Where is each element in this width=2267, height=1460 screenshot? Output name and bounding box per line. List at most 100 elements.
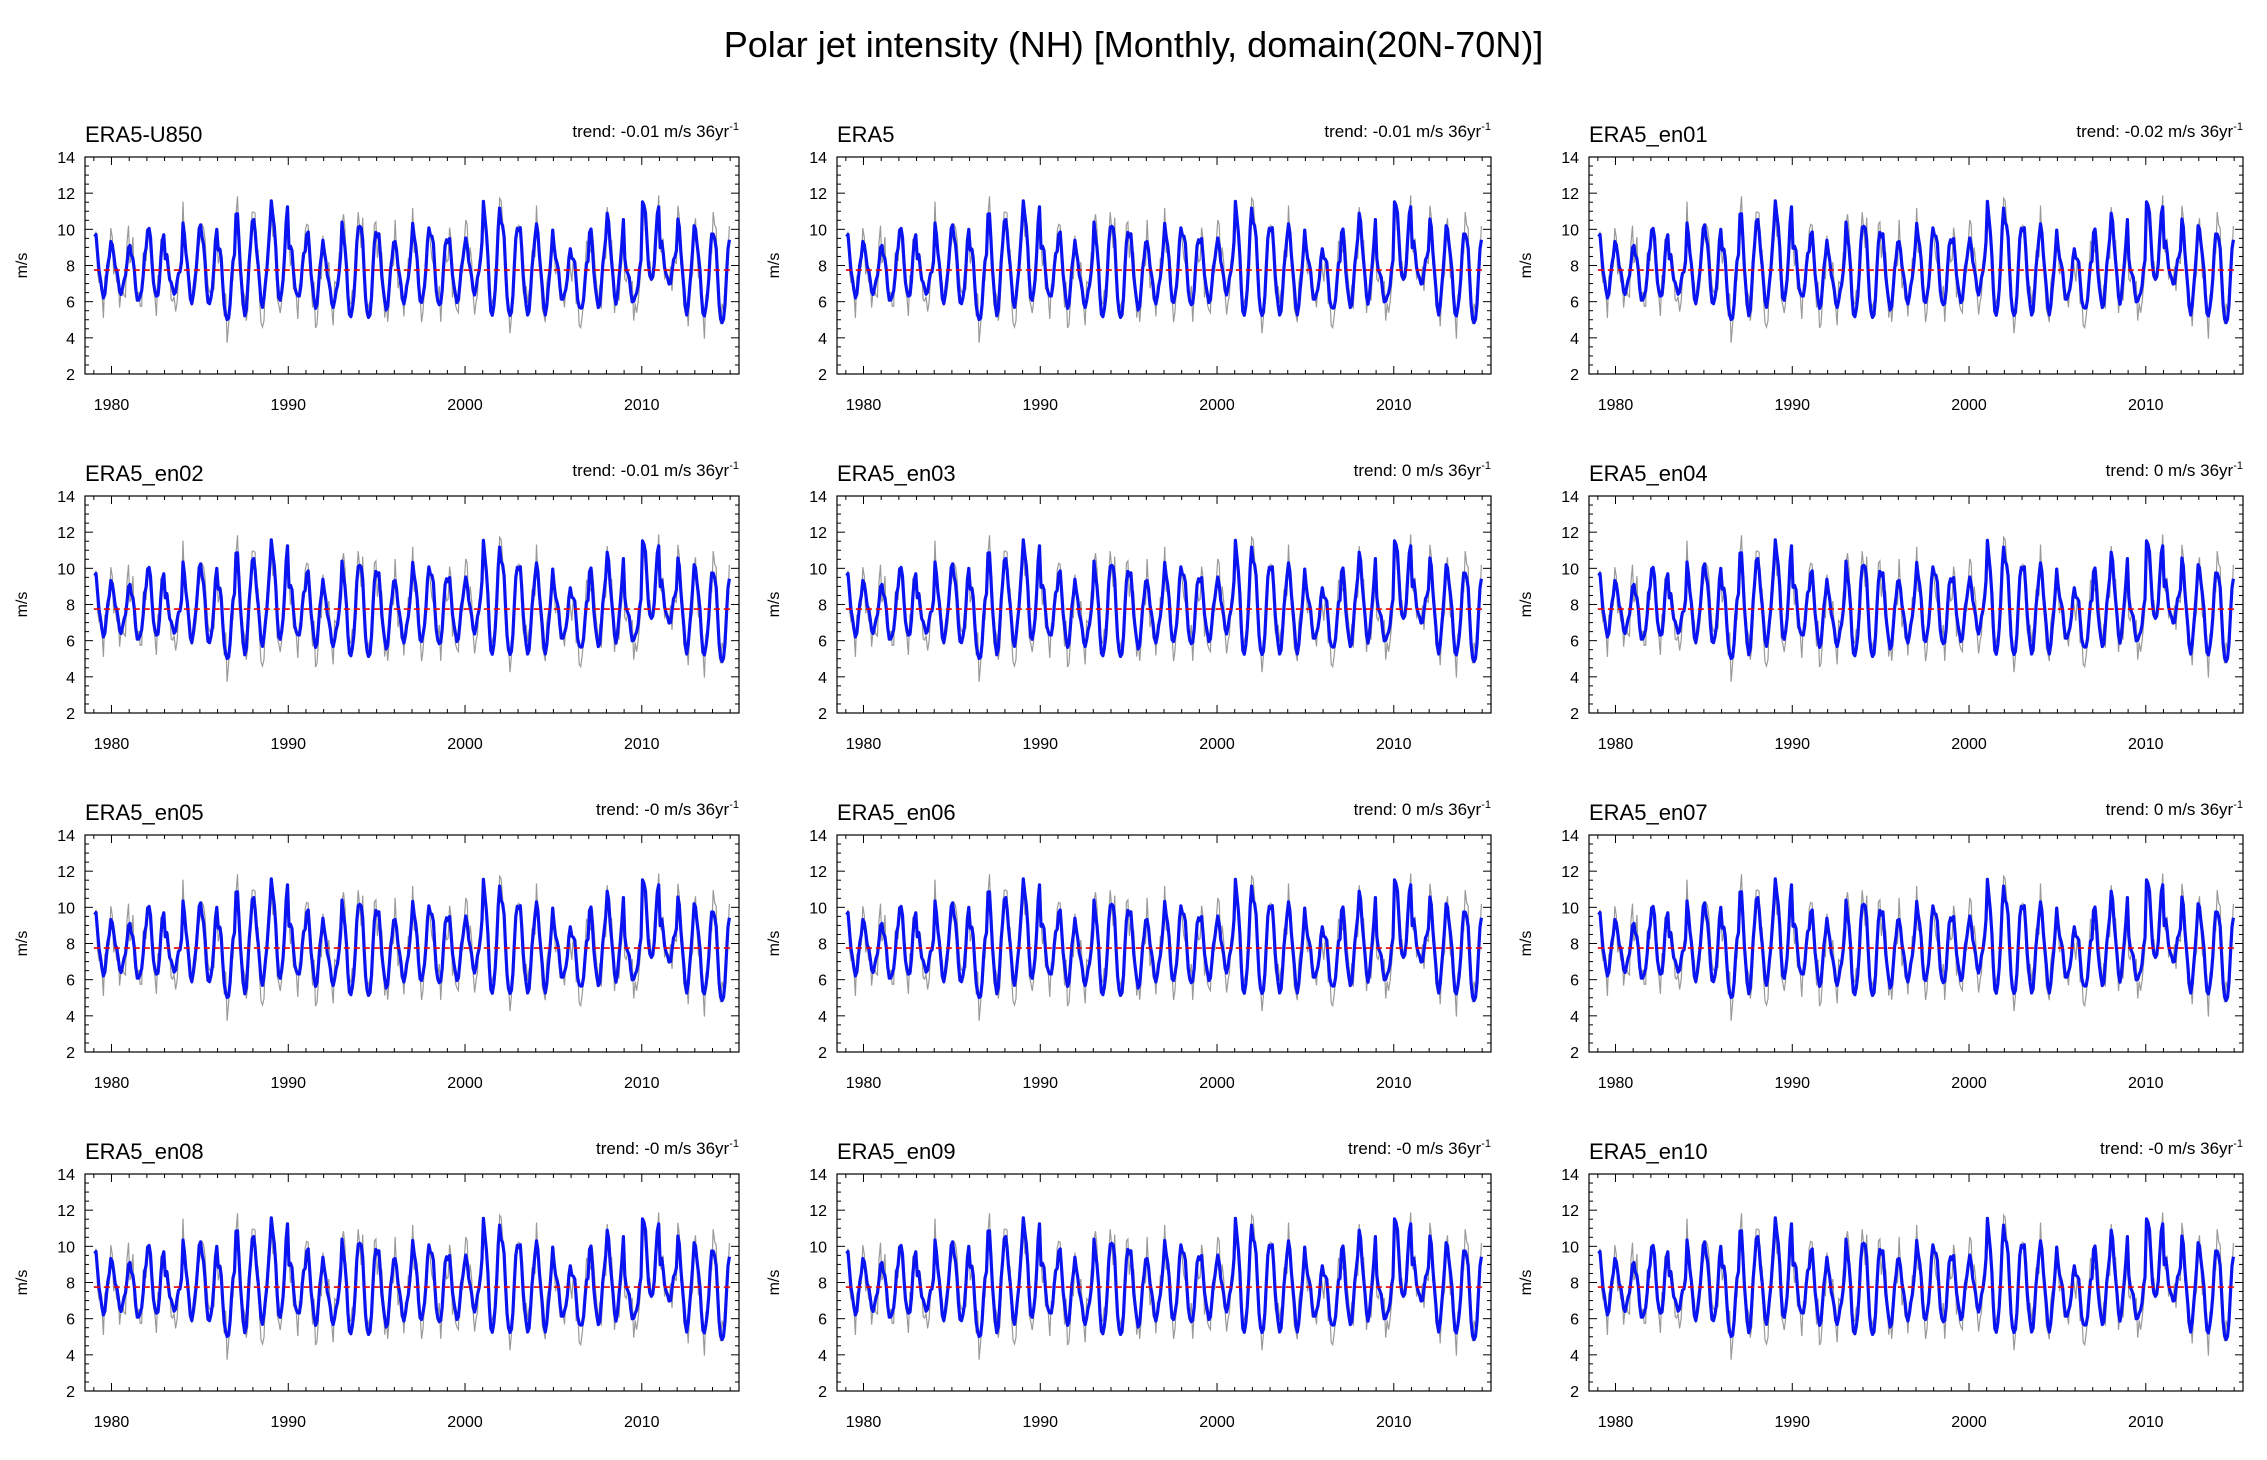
x-tick-label: 2000 <box>1951 1075 1987 1092</box>
trend-exponent: -1 <box>2233 460 2243 472</box>
y-tick-label: 4 <box>66 1009 75 1026</box>
figure-title: Polar jet intensity (NH) [Monthly, domai… <box>723 24 1544 65</box>
y-tick-label: 12 <box>809 864 827 881</box>
y-tick-label: 2 <box>1570 1045 1579 1062</box>
x-tick-label: 1990 <box>1022 397 1058 414</box>
panel-title: ERA5_en07 <box>1589 800 1708 825</box>
series-monthly <box>94 873 730 1021</box>
y-axis-label: m/s <box>766 931 783 957</box>
panel-era5-en05: ERA5_en05 trend: -0 m/s 36yr-1 m/s 2 4 6 8 10 12… <box>14 799 740 1092</box>
series-smoothed <box>93 1216 731 1342</box>
x-tick-label: 2010 <box>1376 1075 1412 1092</box>
trend-exponent: -1 <box>2233 1138 2243 1150</box>
y-tick-label: 6 <box>66 295 75 312</box>
y-tick-label: 8 <box>1570 259 1579 276</box>
y-tick-label: 12 <box>57 864 75 881</box>
x-tick-label: 2010 <box>2128 1075 2164 1092</box>
x-tick-label: 2000 <box>447 1075 483 1092</box>
plot-frame <box>836 495 1492 714</box>
y-tick-label: 2 <box>818 706 827 723</box>
y-tick-label: 2 <box>818 1384 827 1401</box>
series-smoothed <box>93 877 731 1003</box>
y-tick-label: 12 <box>1561 1203 1579 1220</box>
y-tick-label: 10 <box>57 561 75 578</box>
plot-frame <box>84 495 740 714</box>
x-tick-label: 1990 <box>1022 736 1058 753</box>
y-tick-label: 10 <box>809 222 827 239</box>
x-tick-label: 1990 <box>1022 1075 1058 1092</box>
panel-title: ERA5_en06 <box>837 800 956 825</box>
trend-exponent: -1 <box>729 799 739 811</box>
y-tick-label: 4 <box>66 1348 75 1365</box>
series-monthly <box>846 195 1482 343</box>
y-tick-label: 8 <box>66 1276 75 1293</box>
y-tick-label: 4 <box>66 670 75 687</box>
plot-frame <box>1588 1173 2244 1392</box>
trend-label: trend: -0 m/s 36yr-1 <box>1348 1138 1491 1158</box>
y-tick-label: 6 <box>66 973 75 990</box>
x-tick-label: 1980 <box>846 1075 882 1092</box>
panel-era5-en08: ERA5_en08 trend: -0 m/s 36yr-1 m/s 2 4 6 8 10 12… <box>14 1138 740 1431</box>
x-tick-label: 2000 <box>1951 736 1987 753</box>
trend-label: trend: -0 m/s 36yr-1 <box>596 799 739 819</box>
y-tick-label: 4 <box>818 1348 827 1365</box>
y-tick-label: 14 <box>1561 150 1579 167</box>
y-tick-label: 8 <box>1570 598 1579 615</box>
trend-exponent: -1 <box>729 1138 739 1150</box>
y-tick-label: 10 <box>1561 900 1579 917</box>
panel-era5-en06: ERA5_en06 trend: 0 m/s 36yr-1 m/s 2 4 6 8 10 12 1… <box>766 799 1492 1092</box>
panel-era5: ERA5 trend: -0.01 m/s 36yr-1 m/s 2 4 6 8 10 12 14… <box>766 121 1492 414</box>
trend-exponent: -1 <box>2233 121 2243 133</box>
y-tick-label: 2 <box>1570 706 1579 723</box>
y-tick-label: 12 <box>1561 186 1579 203</box>
x-tick-label: 1990 <box>270 397 306 414</box>
y-tick-label: 6 <box>1570 1312 1579 1329</box>
plot-frame <box>84 156 740 375</box>
y-axis-label: m/s <box>14 253 31 279</box>
x-tick-label: 1990 <box>1022 1414 1058 1431</box>
x-tick-label: 2010 <box>2128 736 2164 753</box>
x-tick-label: 1980 <box>1598 1414 1634 1431</box>
y-tick-label: 4 <box>818 331 827 348</box>
series-monthly <box>94 534 730 682</box>
x-tick-label: 2000 <box>1199 736 1235 753</box>
trend-exponent: -1 <box>729 121 739 133</box>
x-tick-label: 2000 <box>1951 397 1987 414</box>
panel-title: ERA5_en01 <box>1589 122 1708 147</box>
x-tick-label: 1990 <box>270 1414 306 1431</box>
trend-label: trend: 0 m/s 36yr-1 <box>2106 799 2243 819</box>
series-smoothed <box>845 199 1483 325</box>
y-tick-label: 6 <box>818 1312 827 1329</box>
x-tick-label: 2000 <box>447 1414 483 1431</box>
y-tick-label: 12 <box>57 525 75 542</box>
x-tick-label: 1980 <box>846 1414 882 1431</box>
plot-frame <box>84 1173 740 1392</box>
x-tick-label: 2010 <box>624 1414 660 1431</box>
y-axis-label: m/s <box>1518 253 1535 279</box>
y-tick-label: 6 <box>66 1312 75 1329</box>
y-tick-label: 10 <box>1561 561 1579 578</box>
x-tick-label: 1980 <box>846 736 882 753</box>
y-tick-label: 12 <box>809 1203 827 1220</box>
y-axis-label: m/s <box>14 1270 31 1296</box>
y-tick-label: 10 <box>57 1239 75 1256</box>
plot-frame <box>84 834 740 1053</box>
x-tick-label: 2000 <box>447 397 483 414</box>
panel-title: ERA5_en05 <box>85 800 204 825</box>
panel-era5-en03: ERA5_en03 trend: 0 m/s 36yr-1 m/s 2 4 6 8 10 12 1… <box>766 460 1492 753</box>
y-tick-label: 8 <box>818 1276 827 1293</box>
trend-label: trend: 0 m/s 36yr-1 <box>1354 460 1491 480</box>
plot-frame <box>1588 834 2244 1053</box>
series-smoothed <box>845 877 1483 1003</box>
series-monthly <box>1598 195 2234 343</box>
series-monthly <box>1598 873 2234 1021</box>
y-tick-label: 12 <box>809 186 827 203</box>
series-monthly <box>94 1212 730 1360</box>
panel-title: ERA5_en10 <box>1589 1139 1708 1164</box>
x-tick-label: 2000 <box>447 736 483 753</box>
x-tick-label: 2010 <box>2128 397 2164 414</box>
x-tick-label: 1980 <box>94 736 130 753</box>
trend-exponent: -1 <box>729 460 739 472</box>
y-tick-label: 6 <box>818 295 827 312</box>
